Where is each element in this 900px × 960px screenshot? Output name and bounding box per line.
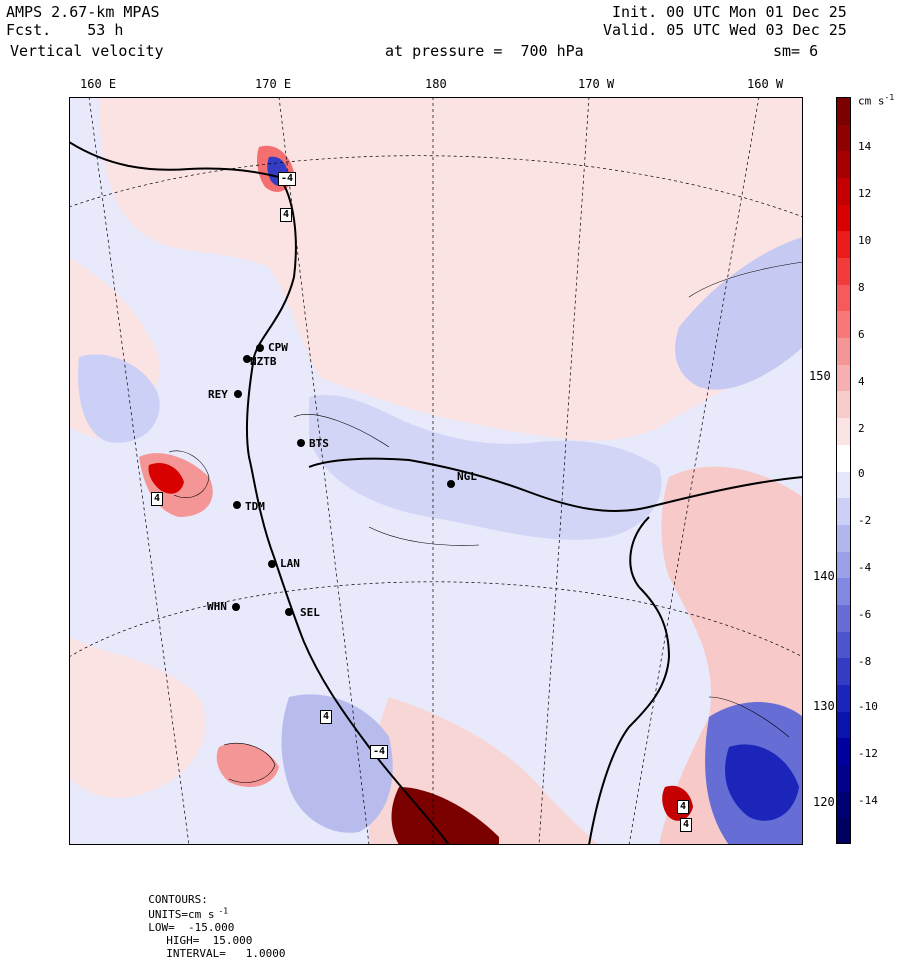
extremum-label: 4: [280, 208, 293, 222]
fcst-label: Fcst.: [6, 21, 52, 39]
extremum-label: 4: [680, 818, 693, 832]
lon-label-160w: 160 W: [747, 77, 784, 91]
station-tdm: TDM: [245, 500, 265, 513]
footer-units-text: UNITS=cm s: [148, 907, 215, 921]
colorbar-units: cm s-1: [858, 93, 894, 108]
colorbar: [836, 97, 851, 844]
colorbar-segment: [837, 391, 850, 419]
pink-region-south: [69, 637, 206, 798]
colorbar-segment: [837, 764, 850, 793]
station-ngl: NGL: [457, 470, 477, 483]
map-panel: [69, 97, 803, 845]
colorbar-segment: [837, 524, 850, 553]
colorbar-segment: [837, 124, 850, 152]
station-lan: LAN: [280, 557, 300, 570]
colorbar-segment: [837, 231, 850, 259]
footer-interval: INTERVAL= 1.0000: [166, 946, 286, 960]
colorbar-tick-label: 8: [858, 281, 865, 294]
colorbar-segment: [837, 204, 850, 232]
station-nztb: NZTB: [250, 355, 277, 368]
colorbar-segment: [837, 444, 850, 472]
colorbar-tick-label: 2: [858, 422, 865, 435]
extremum-label: -4: [278, 172, 297, 186]
colorbar-segment: [837, 684, 850, 713]
colorbar-segment: [837, 418, 850, 446]
dark-feature-coast: [391, 787, 499, 845]
blue-patch-east: [675, 237, 803, 390]
colorbar-tick-label: -4: [858, 561, 872, 574]
colorbar-tick-label: -6: [858, 608, 872, 621]
init-time: Init. 00 UTC Mon 01 Dec 25: [612, 3, 847, 21]
colorbar-segment: [837, 338, 850, 366]
smoothing: sm= 6: [773, 42, 819, 60]
colorbar-segment: [837, 604, 850, 633]
colorbar-tick-label: -2: [858, 514, 872, 527]
colorbar-tick-label: -8: [858, 655, 872, 668]
colorbar-segment: [837, 471, 850, 499]
footer-high: HIGH= 15.000: [166, 933, 253, 947]
colorbar-tick-label: 12: [858, 187, 872, 200]
extremum-label: -4: [370, 745, 389, 759]
fcst-value: 53 h: [87, 21, 124, 39]
field-name: Vertical velocity: [10, 42, 164, 60]
colorbar-tick-label: 0: [858, 467, 865, 480]
station-whn: WHN: [207, 600, 227, 613]
lon-label-170w: 170 W: [578, 77, 615, 91]
extremum-label: 4: [151, 492, 164, 506]
valid-time: Valid. 05 UTC Wed 03 Dec 25: [603, 21, 847, 39]
colorbar-segment: [837, 551, 850, 579]
colorbar-tick-label: -12: [858, 747, 878, 760]
footer-units-exp: -1: [218, 906, 229, 915]
blue-patch-west: [78, 354, 160, 443]
blue-patch-center: [309, 394, 662, 540]
colorbar-units-text: cm s: [858, 94, 885, 108]
colorbar-segment: [837, 738, 850, 766]
contour-lines: [168, 261, 803, 783]
colorbar-tick-label: 6: [858, 328, 865, 341]
colorbar-segment: [837, 818, 850, 843]
colorbar-segment: [837, 98, 850, 126]
model-title: AMPS 2.67-km MPAS: [6, 3, 160, 21]
colorbar-segment: [837, 178, 850, 206]
blue-strong-southeast: [725, 744, 799, 821]
colorbar-segment: [837, 151, 850, 179]
red-core-west: [148, 462, 184, 494]
station-sel: SEL: [300, 606, 320, 619]
graticule-meridians: [88, 97, 760, 845]
footer-units: UNITS=cm s -1: [148, 906, 229, 921]
colorbar-tick-label: 14: [858, 140, 872, 153]
colorbar-tick-label: 4: [858, 375, 865, 388]
colorbar-segment: [837, 578, 850, 606]
colorbar-segment: [837, 311, 850, 339]
colorbar-segment: [837, 631, 850, 659]
colorbar-segment: [837, 711, 850, 739]
station-cpw: CPW: [268, 341, 288, 354]
footer-contours: CONTOURS: UNITS=cm s -1 LOW= -15.000 HIGH…: [135, 880, 289, 960]
station-bts: BTS: [309, 437, 329, 450]
colorbar-tick-label: -10: [858, 700, 878, 713]
extremum-label: 4: [677, 800, 690, 814]
blue-patch-southwest: [281, 694, 393, 833]
lon-label-180: 180: [425, 77, 447, 91]
lon-label-160e: 160 E: [80, 77, 117, 91]
graticule-parallels: [69, 155, 803, 658]
colorbar-tick-label: 10: [858, 234, 872, 247]
lon-label-170e: 170 E: [255, 77, 292, 91]
colorbar-segment: [837, 658, 850, 686]
coastline: [69, 141, 803, 845]
pressure-level: at pressure = 700 hPa: [385, 42, 584, 60]
red-feature-southwest: [216, 743, 279, 787]
colorbar-segment: [837, 284, 850, 312]
colorbar-segment: [837, 258, 850, 286]
colorbar-tick-label: -14: [858, 794, 878, 807]
extremum-label: 4: [320, 710, 333, 724]
colorbar-segment: [837, 498, 850, 526]
station-rey: REY: [208, 388, 228, 401]
colorbar-segment: [837, 364, 850, 392]
footer-low: LOW= -15.000: [148, 920, 235, 934]
colorbar-segment: [837, 791, 850, 819]
forecast-hour: Fcst. 53 h: [6, 22, 123, 39]
colorbar-units-exp: -1: [884, 93, 895, 102]
station-markers: [232, 344, 455, 616]
